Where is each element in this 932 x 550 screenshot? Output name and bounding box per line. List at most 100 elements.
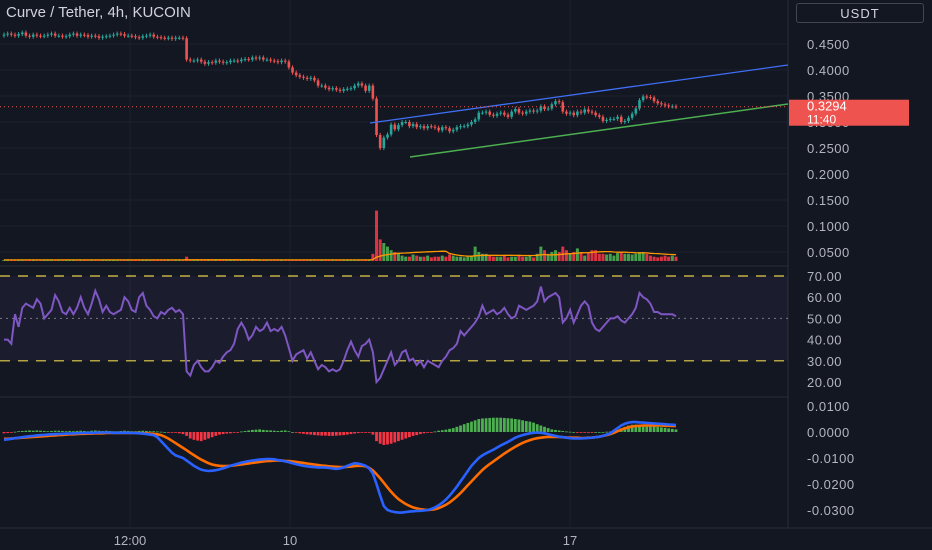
- candle-body: [572, 112, 576, 116]
- price-tick-label: 0.4000: [807, 63, 850, 78]
- volume-bar: [473, 246, 477, 261]
- candle-body: [524, 111, 528, 114]
- price-axis[interactable]: 0.45000.40000.35000.30000.25000.20000.15…: [789, 37, 909, 518]
- candle-body: [342, 89, 345, 91]
- macd-histogram-bar: [495, 417, 499, 432]
- macd-histogram-bar: [287, 431, 291, 433]
- macd-histogram-bar: [470, 421, 473, 432]
- volume-bar: [239, 259, 243, 261]
- volume-bar: [550, 252, 554, 261]
- candle-body: [360, 83, 364, 86]
- candle-body: [397, 125, 400, 130]
- macd-histogram-bar: [513, 419, 517, 432]
- time-axis[interactable]: 12:00 10 17: [114, 533, 578, 548]
- volume-bar: [400, 255, 404, 261]
- macd-histogram-bar: [50, 430, 53, 432]
- volume-bar: [207, 259, 211, 261]
- macd-histogram-bar: [192, 432, 196, 440]
- volume-bar: [502, 255, 506, 261]
- macd-histogram-bar: [17, 431, 21, 433]
- macd-histogram-bar: [389, 432, 393, 444]
- candle-body: [638, 100, 641, 109]
- macd-pane[interactable]: [2, 417, 678, 514]
- candle-body: [462, 126, 466, 128]
- macd-histogram-bar: [170, 432, 174, 433]
- macd-histogram-bar: [276, 430, 280, 432]
- candle-body: [294, 72, 298, 76]
- volume-bar: [477, 252, 481, 261]
- macd-tick-label: -0.0300: [807, 503, 855, 518]
- macd-histogram-bar: [46, 431, 50, 433]
- macd-histogram-bar: [166, 432, 170, 433]
- candle-body: [104, 36, 108, 38]
- macd-histogram-bar: [532, 422, 535, 432]
- macd-histogram-bar: [378, 432, 382, 444]
- candle-body: [422, 126, 426, 129]
- macd-histogram-bar: [291, 432, 294, 433]
- candle-body: [112, 34, 115, 36]
- macd-histogram-bar: [42, 430, 46, 432]
- candle-body: [13, 34, 17, 36]
- candle-body: [75, 33, 79, 36]
- volume-bar: [546, 253, 550, 261]
- currency-button[interactable]: USDT: [796, 3, 924, 23]
- candle-body: [488, 111, 492, 115]
- volume-bar: [448, 254, 452, 261]
- candle-body: [68, 34, 72, 37]
- price-tick-label: 0.2500: [807, 141, 850, 156]
- macd-histogram-bar: [554, 429, 557, 432]
- macd-histogram-bar: [605, 431, 609, 433]
- macd-histogram-bar: [462, 424, 466, 432]
- volume-bar: [228, 259, 232, 261]
- volume-bar: [616, 253, 620, 261]
- volume-bar: [196, 259, 200, 261]
- volume-bar: [579, 252, 583, 261]
- volume-bar: [389, 250, 393, 261]
- macd-histogram-bar: [440, 430, 444, 432]
- volume-bar: [375, 210, 379, 261]
- rsi-tick-label: 40.00: [807, 333, 842, 348]
- candle-body: [499, 112, 502, 114]
- macd-histogram-bar: [415, 432, 419, 436]
- macd-histogram-bar: [39, 430, 42, 432]
- macd-histogram-bar: [218, 432, 221, 435]
- candle-body: [280, 60, 283, 63]
- candle-body: [258, 57, 261, 59]
- candle-body: [236, 60, 240, 62]
- macd-histogram-bar: [491, 417, 495, 432]
- macd-histogram-bar: [272, 430, 276, 432]
- candle-body: [291, 67, 294, 73]
- volume-bar: [495, 256, 499, 261]
- macd-histogram-bar: [656, 426, 660, 432]
- candle-body: [338, 89, 342, 91]
- candle-body: [605, 119, 608, 121]
- macd-histogram-bar: [510, 418, 514, 432]
- volume-bar: [192, 259, 196, 261]
- macd-histogram-bar: [488, 417, 492, 432]
- price-pane[interactable]: [0, 30, 789, 158]
- macd-histogram-bar: [649, 425, 652, 432]
- rsi-pane[interactable]: [0, 275, 788, 385]
- macd-histogram-bar: [298, 432, 302, 434]
- macd-histogram-bar: [630, 424, 634, 432]
- candle-body: [503, 112, 506, 115]
- candle-body: [240, 59, 243, 62]
- volume-bar: [627, 253, 631, 261]
- candle-body: [262, 57, 265, 60]
- candle-body: [532, 110, 535, 112]
- volume-bar: [451, 255, 455, 261]
- candle-body: [192, 60, 196, 62]
- volume-bar: [236, 259, 240, 261]
- macd-histogram-bar: [13, 431, 17, 433]
- macd-histogram-bar: [53, 430, 57, 432]
- candle-body: [2, 34, 6, 36]
- candle-body: [630, 113, 634, 118]
- candle-body: [627, 117, 630, 121]
- candle-body: [598, 115, 601, 117]
- volume-bar: [590, 250, 594, 261]
- candle-body: [137, 37, 141, 39]
- macd-histogram-bar: [254, 429, 258, 432]
- macd-histogram-bar: [659, 427, 663, 432]
- candle-body: [145, 35, 148, 37]
